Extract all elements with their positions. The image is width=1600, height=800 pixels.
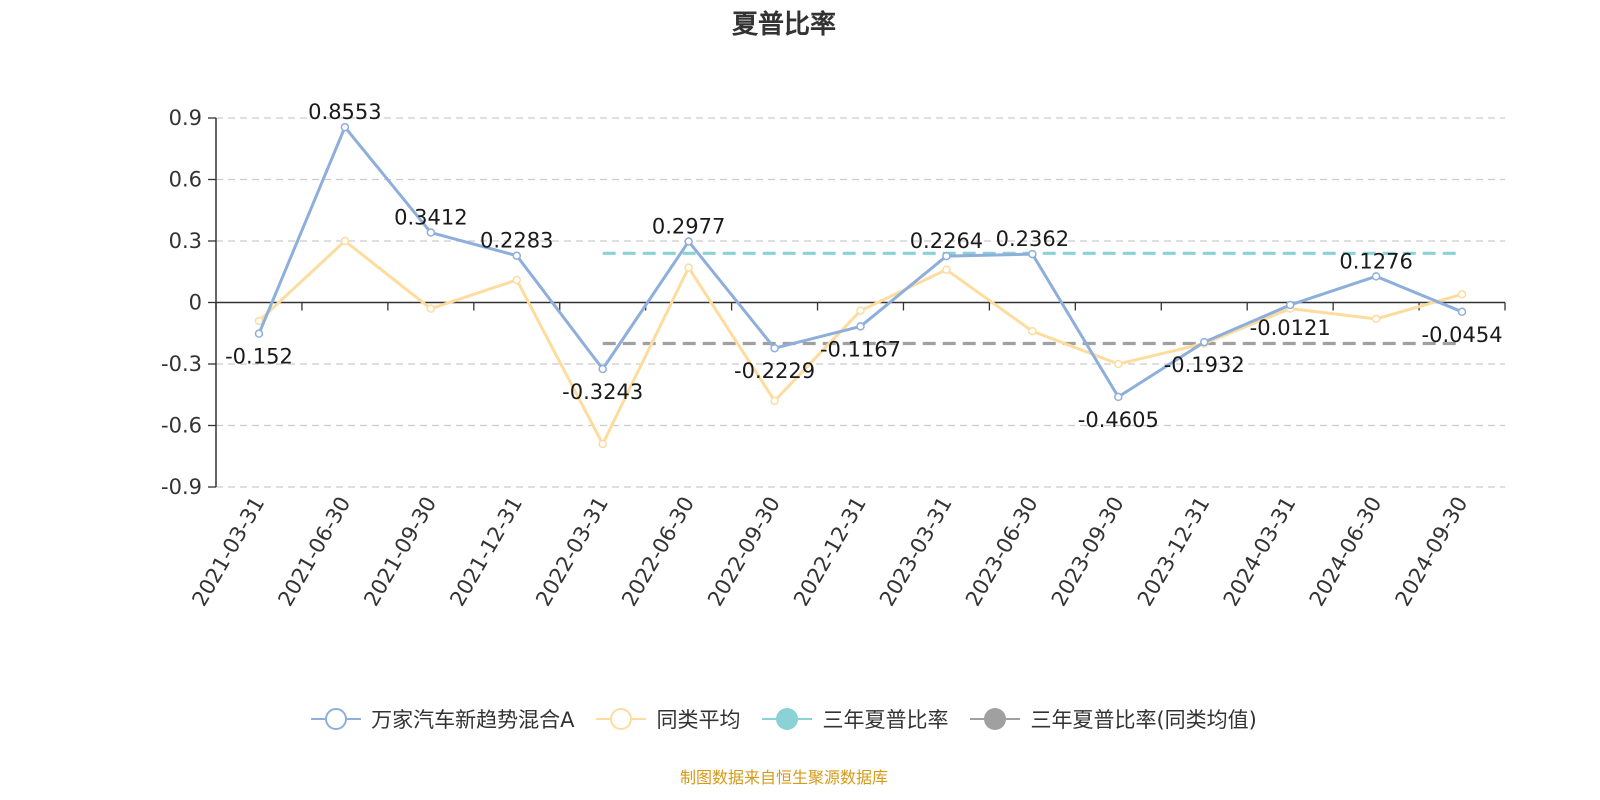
- y-tick-label: -0.6: [161, 414, 202, 438]
- data-label: -0.0454: [1422, 323, 1503, 347]
- legend-filled-circle-icon: [970, 708, 1021, 730]
- legend: 万家汽车新趋势混合A 同类平均 三年夏普比率 三年夏普比率(同类均值): [0, 704, 1568, 734]
- data-point: [942, 251, 951, 261]
- x-tick-label: 2022-12-31: [789, 493, 871, 611]
- data-point: [684, 237, 693, 246]
- x-tick-label: 2022-03-31: [531, 493, 613, 611]
- data-point: [1028, 249, 1037, 259]
- x-tick-label: 2024-03-31: [1219, 493, 1301, 611]
- sharpe-ratio-chart: -0.9 -0.6 -0.3 0 0.3 0.6 0.9 2021-03-31 2021-06-…: [161, 100, 1506, 611]
- legend-item-three-year-sharpe[interactable]: 三年夏普比率: [762, 704, 948, 734]
- data-point: [340, 236, 350, 246]
- legend-item-three-year-sharpe-peer[interactable]: 三年夏普比率(同类均值): [970, 704, 1257, 734]
- data-point: [598, 439, 607, 449]
- data-label: 0.2977: [652, 214, 725, 238]
- data-point: [1371, 272, 1381, 281]
- data-label: -0.2229: [734, 359, 815, 383]
- y-tick-label: 0.9: [169, 106, 202, 130]
- x-tick-label: 2021-09-30: [359, 493, 441, 611]
- data-point: [512, 275, 522, 285]
- data-point: [1371, 314, 1381, 324]
- legend-label: 同类平均: [656, 708, 741, 732]
- data-point: [426, 228, 436, 237]
- y-tick-label: 0: [189, 291, 202, 315]
- data-label: 0.3412: [394, 206, 467, 230]
- legend-marker: [610, 708, 633, 730]
- data-label: 0.8553: [308, 100, 381, 124]
- x-tick-label: 2022-09-30: [703, 493, 785, 611]
- data-point: [1114, 359, 1123, 369]
- data-label: -0.3243: [562, 380, 643, 404]
- legend-label: 万家汽车新趋势混合A: [371, 708, 575, 732]
- data-label: 0.1276: [1339, 249, 1412, 273]
- data-point: [684, 263, 693, 272]
- legend-label: 三年夏普比率: [822, 708, 949, 732]
- legend-marker: [984, 708, 1007, 730]
- data-label: 0.2362: [996, 227, 1069, 251]
- data-point: [770, 343, 779, 353]
- legend-item-fund[interactable]: 万家汽车新趋势混合A: [311, 704, 574, 734]
- data-label: -0.152: [225, 345, 293, 369]
- y-tick-label: -0.3: [161, 352, 202, 376]
- data-point: [1457, 307, 1467, 317]
- legend-marker: [325, 708, 348, 730]
- x-tick-label: 2022-06-30: [617, 493, 699, 611]
- legend-label: 三年夏普比率(同类均值): [1030, 708, 1257, 732]
- data-point: [254, 329, 264, 338]
- data-label: 0.2264: [910, 229, 983, 253]
- data-point: [1457, 290, 1467, 299]
- data-point: [1285, 300, 1295, 310]
- x-tick-label: 2021-06-30: [273, 493, 355, 611]
- data-point: [598, 364, 607, 374]
- x-tick-label: 2023-09-30: [1047, 493, 1129, 611]
- data-point: [1028, 326, 1037, 336]
- data-point: [770, 396, 779, 406]
- data-point: [426, 304, 436, 313]
- x-tick-label: 2024-06-30: [1305, 493, 1387, 611]
- data-label: 0.2283: [480, 229, 553, 253]
- data-point: [512, 251, 522, 260]
- data-point: [1199, 337, 1209, 347]
- x-tick-label: 2023-12-31: [1133, 493, 1215, 611]
- chart-title: 夏普比率: [731, 10, 836, 40]
- data-point: [1114, 392, 1123, 402]
- data-point: [942, 265, 951, 274]
- data-label: -0.1167: [820, 337, 901, 361]
- data-point: [856, 306, 865, 315]
- legend-filled-circle-icon: [762, 708, 813, 730]
- x-tick-label: 2021-03-31: [187, 493, 269, 611]
- data-point: [340, 122, 350, 132]
- y-tick-label: -0.9: [161, 475, 202, 499]
- x-tick-label: 2024-09-30: [1391, 493, 1473, 611]
- data-point: [254, 316, 264, 326]
- data-point: [856, 322, 865, 331]
- legend-marker: [776, 708, 799, 730]
- data-label: -0.0121: [1250, 316, 1331, 340]
- y-tick-label: 0.6: [169, 168, 202, 192]
- data-label: -0.1932: [1164, 353, 1245, 377]
- legend-hollow-circle-icon: [596, 708, 647, 730]
- x-tick-label: 2021-12-31: [445, 493, 527, 611]
- x-tick-label: 2023-06-30: [961, 493, 1043, 611]
- legend-item-peer-average[interactable]: 同类平均: [596, 704, 740, 734]
- legend-hollow-circle-icon: [311, 708, 362, 730]
- y-tick-label: 0.3: [169, 229, 202, 253]
- x-tick-label: 2023-03-31: [875, 493, 957, 611]
- data-label: -0.4605: [1078, 408, 1159, 432]
- data-source-footer: 制图数据来自恒生聚源数据库: [679, 768, 888, 787]
